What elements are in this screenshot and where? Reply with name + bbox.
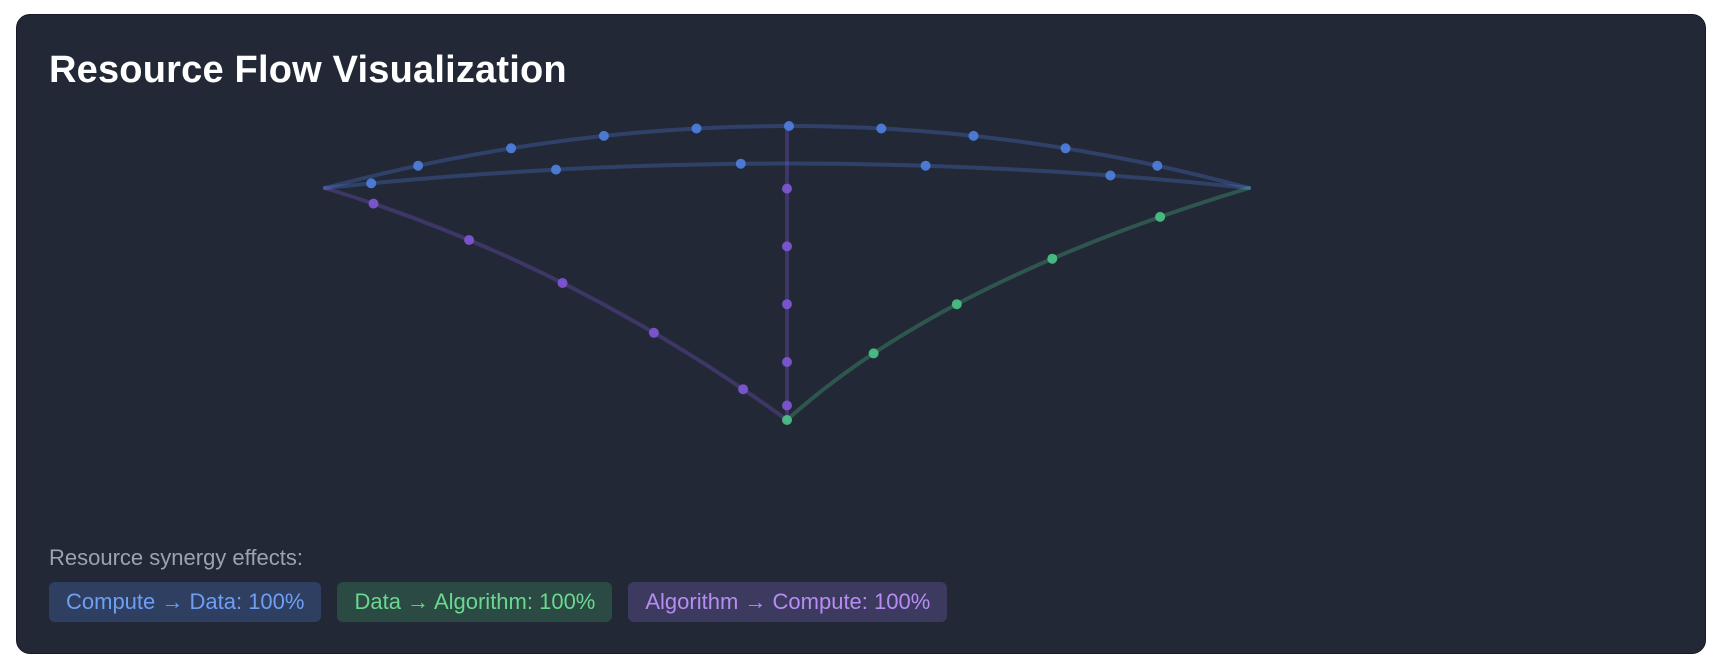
flow-particle-data-to-algorithm-2 xyxy=(951,299,962,310)
flow-path-data-to-algorithm xyxy=(785,186,1251,422)
flow-particle-compute-to-data-inner-2 xyxy=(735,158,746,169)
flow-particle-compute-to-data-outer-3 xyxy=(691,123,702,134)
flow-particle-compute-to-data-inner-0 xyxy=(366,178,377,189)
synergy-badge-algorithm-compute: Algorithm → Compute: 100% xyxy=(628,582,948,622)
flow-particle-algorithm-to-compute-3 xyxy=(464,235,475,245)
flow-particle-compute-to-data-outer-8 xyxy=(1152,160,1163,171)
resource-flow-diagram xyxy=(323,121,1251,425)
flow-particle-compute-to-data-outer-1 xyxy=(506,143,517,154)
flow-particle-algorithm-vertical-0 xyxy=(782,183,792,194)
synergy-badge-compute-data: Compute → Data: 100% xyxy=(49,582,322,622)
flow-particle-algorithm-vertical-3 xyxy=(782,357,792,367)
flow-particle-compute-to-data-inner-3 xyxy=(920,160,931,171)
flow-path-algorithm-to-compute xyxy=(323,186,789,422)
flow-particle-compute-to-data-outer-7 xyxy=(1060,143,1071,154)
flow-particle-compute-to-data-outer-4 xyxy=(784,121,794,131)
flow-particle-algorithm-vertical-1 xyxy=(782,241,792,252)
flow-particle-algorithm-to-compute-2 xyxy=(557,278,568,288)
card-title: Resource Flow Visualization xyxy=(49,49,567,91)
flow-particle-compute-to-data-outer-0 xyxy=(413,160,424,171)
flow-particle-algorithm-to-compute-0 xyxy=(738,384,749,395)
synergy-badges: Compute → Data: 100% Data → Algorithm: 1… xyxy=(49,582,948,622)
synergy-label: Resource synergy effects: xyxy=(49,545,303,570)
flow-particle-data-to-algorithm-3 xyxy=(868,348,879,359)
flow-particle-algorithm-to-compute-4 xyxy=(368,198,379,209)
flow-particle-algorithm-vertical-2 xyxy=(782,299,792,310)
flow-particle-data-to-algorithm-1 xyxy=(1047,253,1058,264)
flow-particle-compute-to-data-inner-4 xyxy=(1105,170,1116,181)
flow-particle-compute-to-data-outer-5 xyxy=(876,123,887,134)
resource-flow-card: Resource Flow Visualization Resource syn… xyxy=(16,14,1706,654)
flow-particle-data-to-algorithm-4 xyxy=(782,415,792,425)
flow-particle-compute-to-data-inner-1 xyxy=(551,164,561,175)
flow-particle-algorithm-vertical-4 xyxy=(782,400,792,411)
flow-particle-compute-to-data-outer-6 xyxy=(968,130,979,141)
flow-particle-algorithm-to-compute-1 xyxy=(648,327,659,338)
synergy-badge-data-algorithm: Data → Algorithm: 100% xyxy=(337,582,613,622)
flow-particle-compute-to-data-outer-2 xyxy=(598,130,609,141)
flow-particle-data-to-algorithm-0 xyxy=(1155,211,1166,222)
